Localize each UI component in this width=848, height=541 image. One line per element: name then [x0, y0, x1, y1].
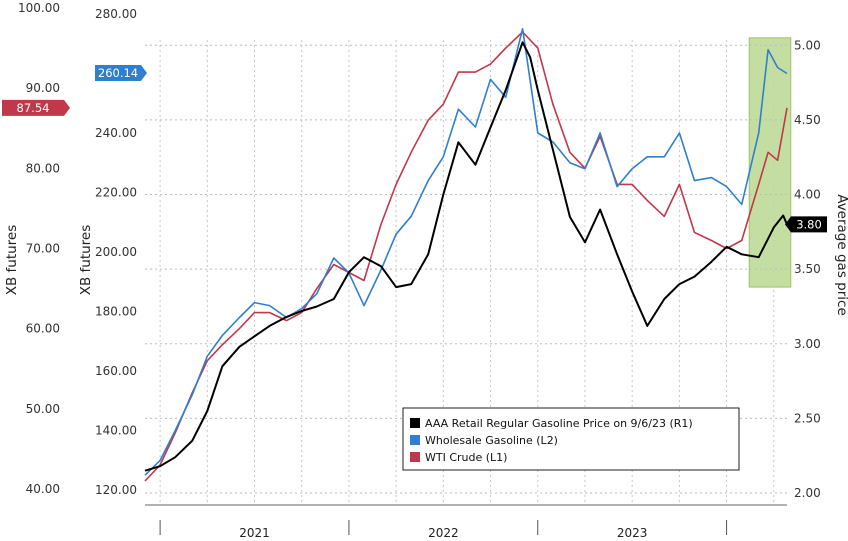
x-tick-label: 2021 [239, 526, 270, 540]
left2-axis-title: XB futures [78, 225, 94, 296]
left-axis-wti-ticks: 40.00 50.00 60.00 70.00 80.00 90.00 100.00 [18, 1, 60, 496]
legend-swatch-wti [410, 452, 420, 462]
badge-wholesale-last: 260.14 [95, 65, 147, 82]
tick-label-right: 2.50 [794, 411, 821, 425]
series-line-wti [144, 31, 788, 482]
tick-label-left1: 90.00 [26, 81, 60, 95]
tick-label-left2: 120.00 [95, 483, 137, 497]
right-axis-gas-ticks: 2.00 2.50 3.00 3.50 4.00 4.50 5.00 [794, 38, 821, 500]
tick-label-right: 2.00 [794, 486, 821, 500]
x-tick-label: 2022 [428, 526, 459, 540]
x-tick-label: 2023 [617, 526, 648, 540]
badge-aaa-last-shape [785, 216, 827, 233]
highlight-band [748, 37, 792, 288]
badge-wholesale-last-text: 260.14 [98, 66, 138, 80]
tick-label-right: 4.00 [794, 188, 821, 202]
tick-label-left1: 80.00 [26, 161, 60, 175]
badge-wti-last: 87.54 [2, 99, 70, 116]
series-line-aaa [144, 41, 788, 472]
legend-label-wti: WTI Crude (L1) [425, 451, 507, 464]
badge-wti-last-text: 87.54 [17, 101, 50, 115]
tick-label-left1: 60.00 [26, 322, 60, 336]
legend-swatch-wholesale [410, 435, 420, 445]
highlight-band-layer [748, 37, 792, 288]
series-line-wholesale [144, 28, 788, 476]
right-axis-title: Average gas price [834, 194, 848, 316]
tick-label-left2: 240.00 [95, 126, 137, 140]
badge-aaa-last-text: 3.80 [796, 217, 822, 231]
tick-label-left1: 50.00 [26, 402, 60, 416]
tick-label-right: 3.00 [794, 337, 821, 351]
tick-label-left2: 280.00 [95, 7, 137, 21]
tick-label-right: 4.50 [794, 113, 821, 127]
left1-axis-title: XB futures [4, 225, 20, 296]
grid-layer [145, 40, 787, 505]
tick-label-left1: 100.00 [18, 1, 60, 15]
legend: AAA Retail Regular Gasoline Price on 9/6… [402, 407, 740, 471]
tick-label-left1: 70.00 [26, 241, 60, 255]
legend-box [402, 407, 740, 471]
tick-label-left2: 140.00 [95, 424, 137, 438]
legend-label-aaa: AAA Retail Regular Gasoline Price on 9/6… [425, 417, 693, 430]
tick-label-left2: 180.00 [95, 305, 137, 319]
x-axis-ticks: 2021 2022 2023 [159, 520, 728, 540]
badge-aaa-last: 3.80 [785, 216, 827, 233]
tick-label-left2: 160.00 [95, 364, 137, 378]
tick-label-left2: 220.00 [95, 186, 137, 200]
legend-swatch-aaa [410, 418, 420, 428]
series-layer [144, 28, 788, 482]
tick-label-right: 3.50 [794, 262, 821, 276]
legend-label-wholesale: Wholesale Gasoline (L2) [425, 434, 558, 447]
last-value-badges: 87.54 260.14 3.80 [2, 65, 827, 233]
tick-label-left1: 40.00 [26, 482, 60, 496]
tick-label-right: 5.00 [794, 38, 821, 52]
badge-wholesale-last-shape [95, 65, 147, 82]
tick-label-left2: 200.00 [95, 245, 137, 259]
badge-wti-last-shape [2, 99, 70, 116]
